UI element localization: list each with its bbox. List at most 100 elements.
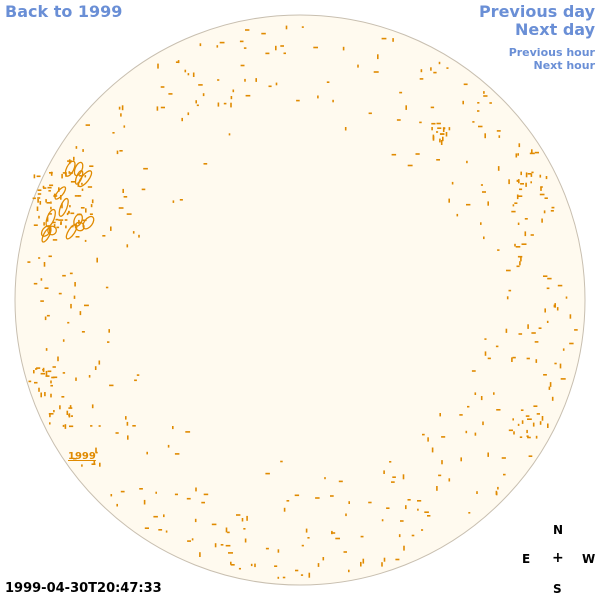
contour-mark: [53, 410, 55, 413]
contour-mark: [368, 501, 372, 504]
contour-mark: [517, 153, 519, 156]
contour-mark: [446, 67, 449, 69]
contour-mark: [74, 282, 76, 287]
contour-mark: [536, 413, 540, 415]
contour-mark: [294, 494, 300, 497]
contour-mark: [301, 544, 304, 547]
contour-mark: [282, 576, 286, 579]
contour-mark: [554, 303, 556, 308]
observation-timestamp: 1999-04-30T20:47:33: [5, 581, 162, 596]
contour-mark: [227, 531, 230, 534]
contour-mark: [430, 106, 435, 109]
contour-mark: [417, 508, 419, 511]
contour-mark: [496, 409, 501, 411]
contour-mark: [531, 149, 533, 154]
contour-mark: [445, 132, 448, 137]
contour-mark: [528, 455, 533, 457]
contour-mark: [82, 149, 84, 152]
contour-mark: [75, 146, 78, 149]
contour-mark: [448, 127, 451, 131]
contour-mark: [331, 532, 336, 534]
contour-mark: [61, 396, 65, 398]
contour-mark: [49, 184, 54, 187]
contour-mark: [543, 374, 547, 376]
contour-mark: [437, 127, 442, 129]
contour-mark: [238, 567, 241, 570]
contour-mark: [160, 106, 165, 109]
contour-mark: [115, 432, 119, 434]
contour-mark: [118, 207, 124, 209]
contour-mark: [283, 52, 286, 55]
contour-mark: [49, 172, 53, 174]
contour-mark: [187, 112, 190, 116]
contour-mark: [265, 547, 269, 550]
contour-mark: [126, 213, 132, 215]
contour-mark: [466, 203, 471, 206]
year-link[interactable]: 1999: [68, 451, 96, 462]
contour-mark: [283, 507, 286, 512]
contour-mark: [480, 184, 483, 186]
contour-mark: [126, 244, 129, 248]
contour-mark: [520, 256, 522, 262]
contour-mark: [165, 530, 168, 533]
contour-mark: [348, 569, 350, 573]
contour-mark: [511, 210, 516, 213]
contour-loop: [74, 170, 84, 185]
next-day-link[interactable]: Next day: [515, 20, 595, 39]
contour-mark: [330, 495, 334, 497]
contour-mark: [392, 476, 396, 478]
contour-mark: [40, 278, 43, 281]
contour-mark: [68, 414, 70, 417]
next-hour-link[interactable]: Next hour: [533, 59, 596, 72]
contour-mark: [143, 499, 146, 505]
contour-mark: [167, 444, 170, 448]
contour-loop: [45, 208, 56, 228]
contour-mark: [108, 329, 110, 333]
contour-mark: [569, 314, 572, 319]
contour-mark: [483, 91, 485, 94]
contour-mark: [275, 82, 278, 86]
compass-south-label: S: [553, 582, 562, 596]
previous-hour-link[interactable]: Previous hour: [508, 46, 595, 59]
contour-mark: [547, 423, 549, 428]
contour-loop: [64, 160, 76, 177]
contour-mark: [250, 563, 253, 567]
back-to-year-link[interactable]: Back to 1999: [5, 2, 123, 21]
contour-mark: [217, 102, 220, 107]
contour-mark: [338, 480, 343, 483]
contour-mark: [179, 199, 183, 201]
contour-mark: [47, 370, 52, 373]
contour-mark: [420, 69, 423, 73]
contour-mark: [438, 474, 442, 477]
contour-mark: [521, 420, 524, 424]
contour-mark: [90, 204, 93, 208]
contour-mark: [214, 543, 217, 548]
contour-mark: [91, 404, 94, 409]
contour-mark: [498, 135, 501, 138]
contour-mark: [538, 327, 542, 329]
contour-mark: [69, 405, 72, 409]
contour-mark: [236, 514, 241, 516]
contour-mark: [34, 381, 38, 384]
contour-mark: [46, 314, 50, 317]
contour-mark: [405, 505, 407, 510]
contour-mark: [436, 159, 440, 161]
contour-mark: [220, 544, 224, 546]
contour-mark: [463, 83, 468, 86]
contour-mark: [28, 380, 32, 383]
contour-mark: [503, 473, 506, 476]
previous-day-link[interactable]: Previous day: [478, 2, 595, 21]
contour-mark: [431, 122, 436, 125]
contour-mark: [136, 374, 140, 376]
contour-mark: [315, 497, 320, 499]
contour-mark: [175, 61, 180, 63]
contour-mark: [201, 501, 205, 504]
contour-mark: [172, 200, 175, 203]
contour-mark: [102, 235, 106, 237]
contour-mark: [483, 236, 485, 240]
contour-mark: [495, 490, 498, 495]
contour-mark: [285, 25, 288, 30]
contour-mark: [546, 287, 550, 290]
contour-mark: [123, 196, 128, 198]
